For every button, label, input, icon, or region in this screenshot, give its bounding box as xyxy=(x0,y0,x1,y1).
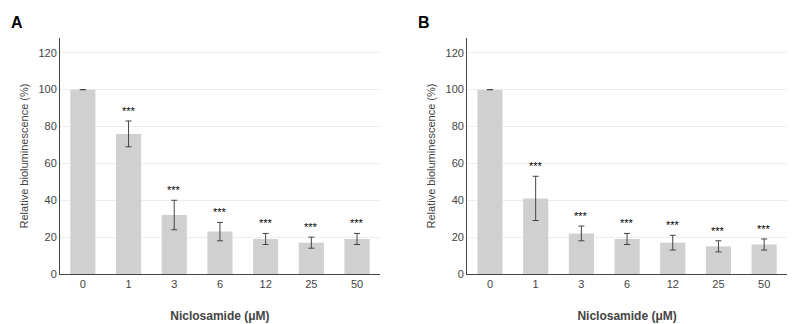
svg-text:6: 6 xyxy=(217,278,223,290)
svg-text:12: 12 xyxy=(667,278,679,290)
svg-text:Relative bioluminescence (%): Relative bioluminescence (%) xyxy=(18,84,30,229)
svg-text:3: 3 xyxy=(171,278,177,290)
svg-text:***: *** xyxy=(620,217,634,229)
svg-text:60: 60 xyxy=(452,157,464,169)
svg-text:***: *** xyxy=(304,221,318,233)
svg-text:Relative bioluminescence (%): Relative bioluminescence (%) xyxy=(425,84,437,229)
svg-text:***: *** xyxy=(666,219,680,231)
svg-text:25: 25 xyxy=(712,278,724,290)
svg-text:20: 20 xyxy=(45,231,57,243)
svg-text:3: 3 xyxy=(578,278,584,290)
svg-text:***: *** xyxy=(574,210,588,222)
svg-text:***: *** xyxy=(757,223,771,235)
svg-text:***: *** xyxy=(213,206,227,218)
svg-text:100: 100 xyxy=(38,83,56,95)
svg-text:40: 40 xyxy=(452,194,464,206)
svg-text:60: 60 xyxy=(45,157,57,169)
svg-text:0: 0 xyxy=(458,268,464,280)
svg-text:***: *** xyxy=(711,225,725,237)
svg-text:1: 1 xyxy=(125,278,131,290)
svg-text:20: 20 xyxy=(452,231,464,243)
svg-text:12: 12 xyxy=(260,278,272,290)
svg-text:***: *** xyxy=(529,160,543,172)
svg-text:6: 6 xyxy=(624,278,630,290)
svg-text:0: 0 xyxy=(487,278,493,290)
svg-text:0: 0 xyxy=(51,268,57,280)
svg-text:A: A xyxy=(11,14,23,31)
svg-text:***: *** xyxy=(167,184,181,196)
svg-text:1: 1 xyxy=(533,278,539,290)
svg-text:***: *** xyxy=(350,217,364,229)
svg-text:50: 50 xyxy=(758,278,770,290)
svg-text:120: 120 xyxy=(38,47,56,59)
svg-text:Niclosamide (μM): Niclosamide (μM) xyxy=(170,309,269,323)
svg-text:80: 80 xyxy=(452,120,464,132)
svg-text:25: 25 xyxy=(305,278,317,290)
svg-text:80: 80 xyxy=(45,120,57,132)
svg-text:50: 50 xyxy=(351,278,363,290)
svg-text:***: *** xyxy=(122,105,136,117)
svg-text:0: 0 xyxy=(80,278,86,290)
svg-text:Niclosamide (μM): Niclosamide (μM) xyxy=(577,309,676,323)
svg-text:120: 120 xyxy=(446,47,464,59)
svg-text:***: *** xyxy=(259,217,273,229)
svg-text:B: B xyxy=(418,14,430,31)
svg-text:40: 40 xyxy=(45,194,57,206)
svg-text:100: 100 xyxy=(446,83,464,95)
